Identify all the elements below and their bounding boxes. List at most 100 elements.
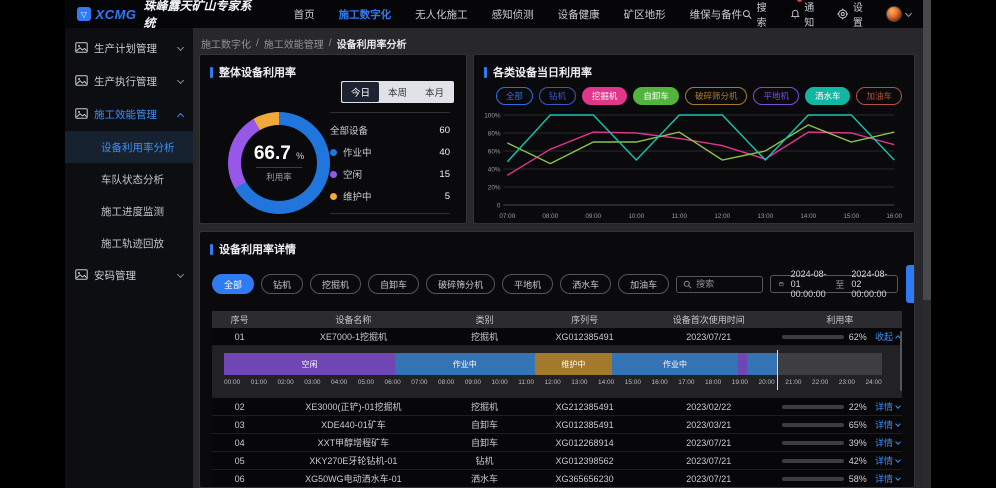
nav-item-6[interactable]: 维保与备件 xyxy=(689,8,743,21)
timeline-segment-维护中[interactable]: 维护中 xyxy=(534,353,613,375)
filter-chip-洒水车[interactable]: 洒水车 xyxy=(560,274,612,294)
utilization-bar xyxy=(781,422,844,427)
filter-chip-钻机[interactable]: 钻机 xyxy=(261,274,304,294)
sidebar-item-1[interactable]: 生产执行管理 xyxy=(65,65,193,98)
cell-first_use: 2023/07/21 xyxy=(686,437,732,448)
brand: ▽ XCMG 珠峰露天矿山专家系统 xyxy=(77,0,260,31)
utilization-table: 序号 设备名称 类别 序列号 设备首次使用时间 利用率 01 XE7000-1挖掘机 挖掘机 X… xyxy=(212,311,902,487)
details-link[interactable]: 详情 xyxy=(875,472,901,485)
breadcrumb-item-1[interactable]: 施工效能管理 xyxy=(263,39,324,51)
sidebar-item-0[interactable]: 生产计划管理 xyxy=(65,32,193,65)
legend-chip-钻机[interactable]: 钻机 xyxy=(538,87,576,105)
line-series-挖掘机 xyxy=(506,131,895,176)
detail-panel-title: 设备利用率详情 xyxy=(200,232,914,257)
timeline-tick: 00:00 xyxy=(224,379,241,386)
cell-name: XG50WG电动洒水车-01 xyxy=(305,474,402,484)
sidebar-item-3[interactable]: 安码管理 xyxy=(65,259,193,292)
filter-chip-破碎筛分机[interactable]: 破碎筛分机 xyxy=(426,274,496,294)
sidebar-subitem-2[interactable]: 施工进度监测 xyxy=(101,205,164,218)
tab-今日[interactable]: 今日 xyxy=(341,82,379,102)
line-series-自卸车 xyxy=(507,124,895,165)
legend-chip-洒水车[interactable]: 洒水车 xyxy=(804,87,851,105)
table-row-04[interactable]: 04 XXT甲醇增程矿车 自卸车 XG012268914 2023/07/21 39% 详情 xyxy=(212,434,902,452)
notification-badge xyxy=(796,0,802,2)
filter-chip-自卸车[interactable]: 自卸车 xyxy=(368,274,420,294)
nav-item-2[interactable]: 无人化施工 xyxy=(415,8,468,21)
utilization-bar xyxy=(781,458,844,463)
settings-label: 设置 xyxy=(852,3,863,29)
sidebar-subitem-0[interactable]: 设备利用率分析 xyxy=(65,131,193,163)
user-menu[interactable] xyxy=(885,6,913,22)
cell-name: XE3000(正铲)-01挖掘机 xyxy=(305,402,402,412)
search-icon xyxy=(743,9,752,19)
timeline-tick: 23:00 xyxy=(838,379,856,386)
donut-hole xyxy=(241,125,317,201)
overall-utilization-panel: 整体设备利用率 今日 本周 本月 66.7 % 利用率 xyxy=(199,54,467,224)
filter-chip-挖掘机[interactable]: 挖掘机 xyxy=(310,274,362,294)
tab-本月[interactable]: 本月 xyxy=(424,88,444,99)
table-row-06[interactable]: 06 XG50WG电动洒水车-01 洒水车 XG365656230 2023/07/21… xyxy=(212,470,902,487)
period-tabs: 今日 本周 本月 xyxy=(340,81,454,103)
filter-chip-加油车[interactable]: 加油车 xyxy=(618,274,670,294)
timeline-segment-作业中[interactable]: 作业中 xyxy=(395,353,535,375)
details-link[interactable]: 详情 xyxy=(875,418,901,431)
timeline-segment-空闲[interactable]: 空闲 xyxy=(224,353,396,375)
cell-utilization: 22% 详情 xyxy=(778,400,902,413)
sidebar-subitem-3[interactable]: 施工轨迹回放 xyxy=(101,237,164,250)
timeline-tick: 21:00 xyxy=(785,379,802,386)
legend-chip-平地机[interactable]: 平地机 xyxy=(753,87,799,105)
timeline-tick: 10:00 xyxy=(491,379,508,386)
details-link[interactable]: 详情 xyxy=(875,454,901,467)
sidebar-item-2[interactable]: 施工效能管理 xyxy=(65,98,193,131)
details-link[interactable]: 详情 xyxy=(875,400,901,413)
chevron-down-icon xyxy=(895,456,901,463)
legend-chip-挖掘机[interactable]: 挖掘机 xyxy=(581,87,628,105)
search-input[interactable] xyxy=(696,279,757,289)
cell-name: XXT甲醇增程矿车 xyxy=(317,438,390,448)
nav-item-1[interactable]: 施工数字化 xyxy=(338,8,392,21)
filter-chip-平地机[interactable]: 平地机 xyxy=(502,274,554,294)
timeline-tick: 19:00 xyxy=(731,379,749,386)
nav-actions: 搜索 通知 设置 xyxy=(742,0,913,29)
utilization-bar xyxy=(781,476,844,481)
equipment-type-legend: 全部 钻机 挖掘机 自卸车 破碎筛分机 平地机 洒水车 加油车 xyxy=(474,80,914,105)
table-row-01[interactable]: 01 XE7000-1挖掘机 挖掘机 XG012385491 2023/07/21 62%… xyxy=(212,328,902,346)
timeline-segment-空闲[interactable] xyxy=(737,353,748,375)
settings-button[interactable]: 设置 xyxy=(837,0,872,29)
collapse-link[interactable]: 收起 xyxy=(875,330,901,343)
nav-item-4[interactable]: 设备健康 xyxy=(557,8,600,21)
query-button[interactable]: 查询 xyxy=(906,265,914,303)
legend-chip-全部[interactable]: 全部 xyxy=(495,87,533,105)
svg-text:60%: 60% xyxy=(488,148,501,155)
tab-本周[interactable]: 本周 xyxy=(387,88,407,99)
nav-item-0[interactable]: 首页 xyxy=(293,8,315,21)
timeline-segment-作业中[interactable] xyxy=(747,353,777,375)
search-box[interactable] xyxy=(676,275,764,293)
table-row-03[interactable]: 03 XDE440-01矿车 自卸车 XG012385491 2023/03/21 65%… xyxy=(212,416,902,434)
timeline-segment-作业中[interactable]: 作业中 xyxy=(612,353,738,375)
legend-chip-自卸车[interactable]: 自卸车 xyxy=(633,87,679,105)
column-header-0: 序号 xyxy=(230,315,249,325)
legend-chip-加油车[interactable]: 加油车 xyxy=(856,87,902,105)
search-button[interactable]: 搜索 xyxy=(742,0,776,29)
table-row-05[interactable]: 05 XKY270E牙轮钻机-01 钻机 XG012398562 2023/07/21 4… xyxy=(212,452,902,470)
filter-chip-全部[interactable]: 全部 xyxy=(212,274,255,294)
cell-first_use: 2023/07/21 xyxy=(686,473,732,484)
date-range-picker[interactable]: 2024-08-01 00:00:00 至 2024-08-02 00:00:0… xyxy=(770,269,899,299)
cell-serial: XG212385491 xyxy=(555,401,614,412)
daily-utilization-panel: 各类设备当日利用率 全部 钻机 挖掘机 自卸车 破碎筛分机 平地机 洒水车 加油车 0 20% 4… xyxy=(473,54,915,224)
donut-divider xyxy=(256,166,302,168)
nav-item-5[interactable]: 矿区地形 xyxy=(623,8,666,21)
daily-panel-title: 各类设备当日利用率 xyxy=(474,55,914,80)
notifications-button[interactable]: 通知 xyxy=(790,0,824,29)
breadcrumb-item-0[interactable]: 施工数字化 xyxy=(201,39,251,51)
sidebar-subitem-1[interactable]: 车队状态分析 xyxy=(101,173,164,186)
table-row-02[interactable]: 02 XE3000(正铲)-01挖掘机 挖掘机 XG212385491 2023/02/… xyxy=(212,398,902,416)
window-scrollbar[interactable] xyxy=(923,0,931,488)
nav-item-3[interactable]: 感知侦测 xyxy=(491,8,534,21)
scrollbar-thumb[interactable] xyxy=(923,0,931,300)
details-link[interactable]: 详情 xyxy=(875,436,901,449)
legend-chip-破碎筛分机[interactable]: 破碎筛分机 xyxy=(684,87,748,105)
category-filter-chips: 全部 钻机 挖掘机 自卸车 破碎筛分机 平地机 洒水车 加油车 xyxy=(212,274,670,294)
table-scrollbar[interactable] xyxy=(900,331,902,391)
